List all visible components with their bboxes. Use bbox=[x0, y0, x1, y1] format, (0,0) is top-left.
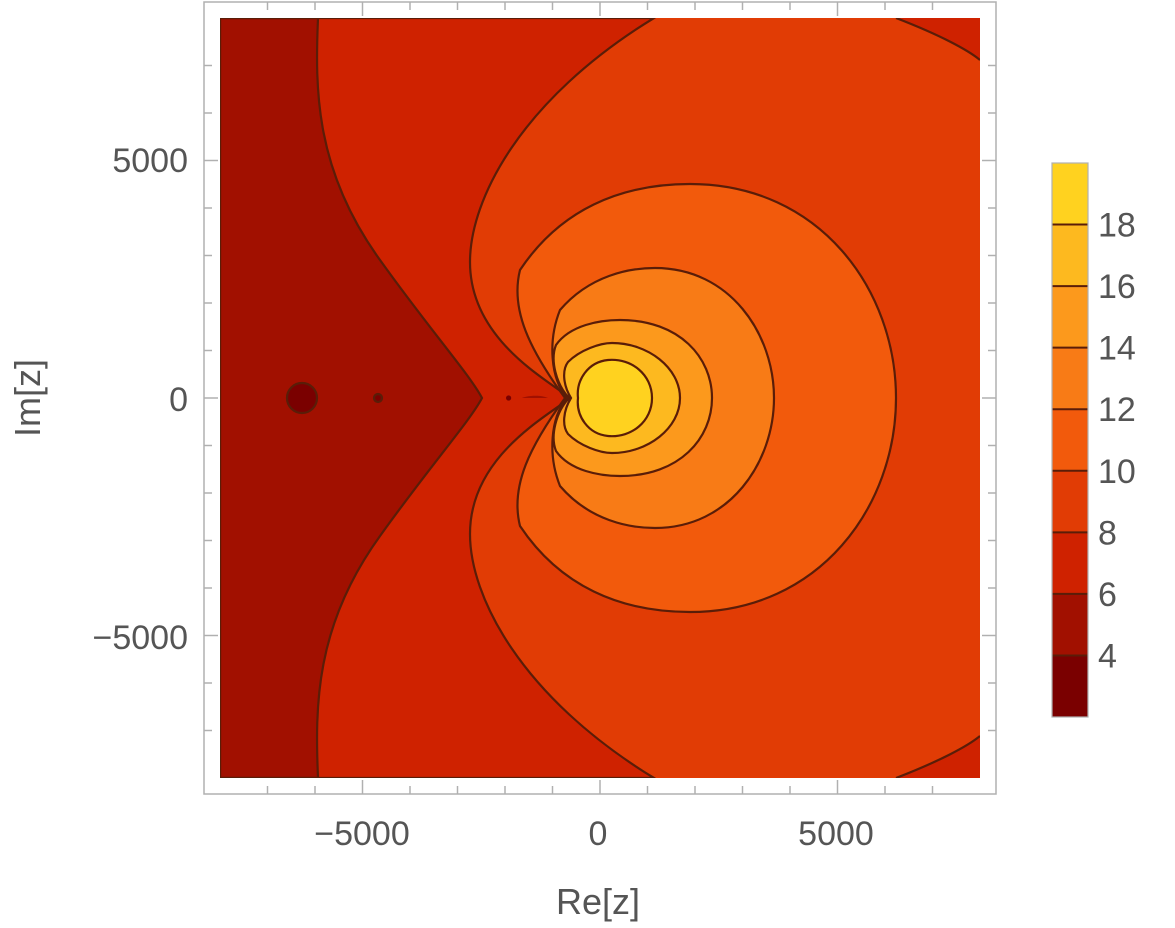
contour-plot-area bbox=[220, 18, 980, 778]
colorbar-tick-label: 6 bbox=[1098, 576, 1117, 614]
contour-region bbox=[220, 18, 482, 778]
colorbar-tick-label: 14 bbox=[1098, 330, 1136, 368]
x-axis-ticks bbox=[266, 2, 934, 794]
colorbar-tick-label: 10 bbox=[1098, 453, 1136, 491]
contour-line bbox=[576, 358, 654, 438]
contour-line bbox=[285, 381, 319, 415]
colorbar-legend bbox=[1051, 162, 1089, 718]
x-axis-label: Re[z] bbox=[556, 881, 640, 922]
contour-line bbox=[551, 266, 776, 530]
colorbar-tick-label: 12 bbox=[1098, 391, 1136, 429]
contour-line bbox=[895, 18, 980, 61]
contour-region bbox=[896, 18, 980, 60]
x-tick-label: −5000 bbox=[314, 815, 410, 853]
colorbar-labels: 18 16 14 12 10 8 6 4 bbox=[1098, 207, 1136, 676]
colorbar-tick-label: 4 bbox=[1098, 637, 1117, 675]
y-tick-label: −5000 bbox=[93, 619, 189, 657]
contour-region bbox=[506, 395, 512, 401]
contour-line bbox=[516, 182, 898, 614]
contour-region bbox=[287, 383, 317, 413]
colorbar-tick-label: 8 bbox=[1098, 514, 1117, 552]
contour-region bbox=[496, 395, 548, 398]
colorbar-swatch bbox=[1052, 347, 1088, 410]
colorbar-tick-label: 18 bbox=[1098, 207, 1136, 245]
colorbar-tick-label: 16 bbox=[1098, 268, 1136, 306]
colorbar-swatch bbox=[1052, 224, 1088, 287]
colorbar-swatch bbox=[1052, 532, 1088, 594]
colorbar-swatch bbox=[1052, 593, 1088, 656]
contour-line bbox=[372, 392, 384, 404]
colorbar-swatch bbox=[1052, 409, 1088, 471]
contour-region bbox=[577, 359, 652, 437]
x-tick-label: 0 bbox=[589, 815, 608, 853]
colorbar-swatch bbox=[1052, 163, 1088, 225]
contour-line bbox=[895, 735, 980, 778]
contour-line bbox=[563, 341, 682, 455]
contour-region bbox=[374, 394, 382, 402]
contour-line bbox=[552, 318, 714, 478]
colorbar-frame bbox=[1051, 162, 1089, 718]
colorbar-swatch bbox=[1052, 655, 1088, 717]
contour-region bbox=[896, 736, 980, 778]
x-tick-label: 5000 bbox=[798, 815, 874, 853]
y-tick-label: 0 bbox=[169, 381, 188, 419]
y-tick-label: 5000 bbox=[112, 142, 188, 180]
contour-line bbox=[220, 18, 484, 778]
y-axis-ticks bbox=[204, 64, 996, 732]
colorbar-swatch bbox=[1052, 286, 1088, 348]
y-axis-label: Im[z] bbox=[7, 359, 48, 437]
colorbar-swatch bbox=[1052, 470, 1088, 533]
